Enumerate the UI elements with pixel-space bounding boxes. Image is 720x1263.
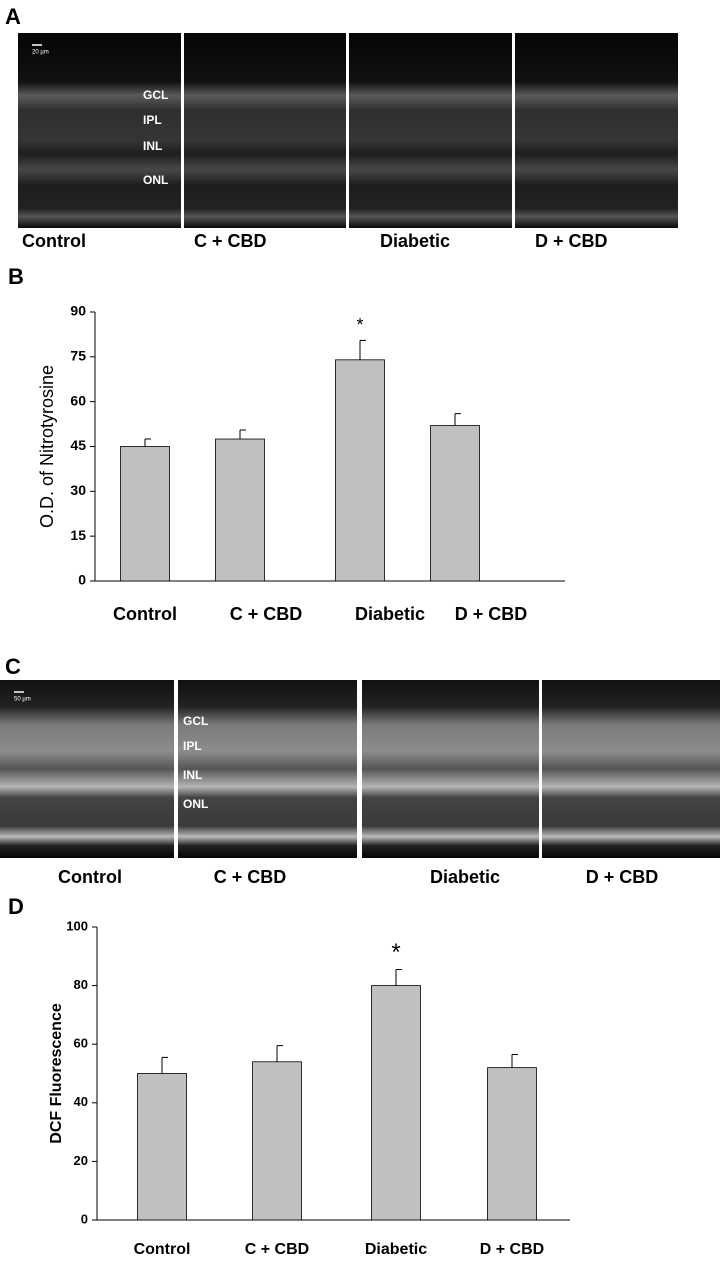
error-bar: [395, 968, 402, 986]
significance-marker: *: [356, 315, 363, 335]
bar: [430, 425, 480, 582]
panel-letter: B: [8, 264, 24, 289]
y-tick-label: 20: [74, 1153, 88, 1168]
y-tick-label: 0: [81, 1211, 88, 1226]
y-tick-label: 60: [74, 1036, 88, 1051]
panel-letter: A: [5, 4, 21, 29]
bar: [120, 446, 170, 582]
bar: [487, 1067, 537, 1221]
panel-letter: D: [8, 894, 24, 919]
x-tick-label: Control: [134, 1241, 191, 1258]
x-tick-label: D + CBD: [480, 1241, 544, 1258]
error-bar: [239, 429, 246, 440]
layer-label: ONL: [143, 173, 168, 187]
image-label: C + CBD: [214, 867, 287, 887]
bar: [371, 985, 421, 1221]
y-tick-label: 15: [70, 527, 86, 543]
micrograph: [349, 33, 512, 228]
bar: [335, 359, 385, 582]
y-tick-label: 75: [70, 348, 86, 364]
bar: [137, 1073, 187, 1221]
layer-label: INL: [143, 139, 162, 153]
image-label: D + CBD: [586, 867, 659, 887]
layer-label: GCL: [183, 714, 208, 728]
layer-label: IPL: [143, 113, 162, 127]
micrograph: [178, 680, 357, 858]
micrograph: [0, 680, 174, 858]
bar: [215, 438, 265, 582]
y-tick-label: 100: [66, 918, 88, 933]
layer-label: IPL: [183, 739, 202, 753]
image-label: C + CBD: [194, 231, 267, 251]
y-axis-label: DCF Fluorescence: [48, 1003, 65, 1144]
x-tick-label: Diabetic: [365, 1241, 427, 1258]
image-label: D + CBD: [535, 231, 608, 251]
layer-label: ONL: [183, 797, 208, 811]
y-tick-label: 45: [70, 437, 86, 453]
error-bar: [161, 1056, 168, 1074]
image-label: Diabetic: [430, 867, 500, 887]
y-tick-label: 60: [70, 392, 86, 408]
image-label: Control: [22, 231, 86, 251]
error-bar: [144, 438, 151, 447]
error-bar: [359, 339, 366, 360]
panel-letter: C: [5, 654, 21, 679]
x-tick-label: C + CBD: [245, 1241, 309, 1258]
micrograph: [18, 33, 181, 228]
y-tick-label: 30: [70, 482, 86, 498]
scale-bar-label: 50 µm: [14, 697, 31, 703]
y-axis-label: O.D. of Nitrotyrosine: [37, 365, 57, 528]
micrograph: [515, 33, 678, 228]
significance-marker: *: [391, 939, 400, 966]
x-tick-label: C + CBD: [230, 604, 303, 624]
y-tick-label: 0: [78, 572, 86, 588]
micrograph: [184, 33, 346, 228]
scale-bar-label: 20 µm: [32, 50, 49, 56]
image-label: Diabetic: [380, 231, 450, 251]
error-bar: [511, 1053, 518, 1068]
layer-label: INL: [183, 768, 202, 782]
micrograph: [542, 680, 720, 858]
bar: [252, 1061, 302, 1221]
error-bar: [454, 413, 461, 426]
micrograph: [362, 680, 539, 858]
x-tick-label: Control: [113, 604, 177, 624]
y-tick-label: 90: [70, 303, 86, 319]
image-label: Control: [58, 867, 122, 887]
error-bar: [276, 1045, 283, 1062]
x-tick-label: Diabetic: [355, 604, 425, 624]
layer-label: GCL: [143, 88, 168, 102]
y-tick-label: 80: [74, 977, 88, 992]
y-tick-label: 40: [74, 1094, 88, 1109]
x-tick-label: D + CBD: [455, 604, 528, 624]
